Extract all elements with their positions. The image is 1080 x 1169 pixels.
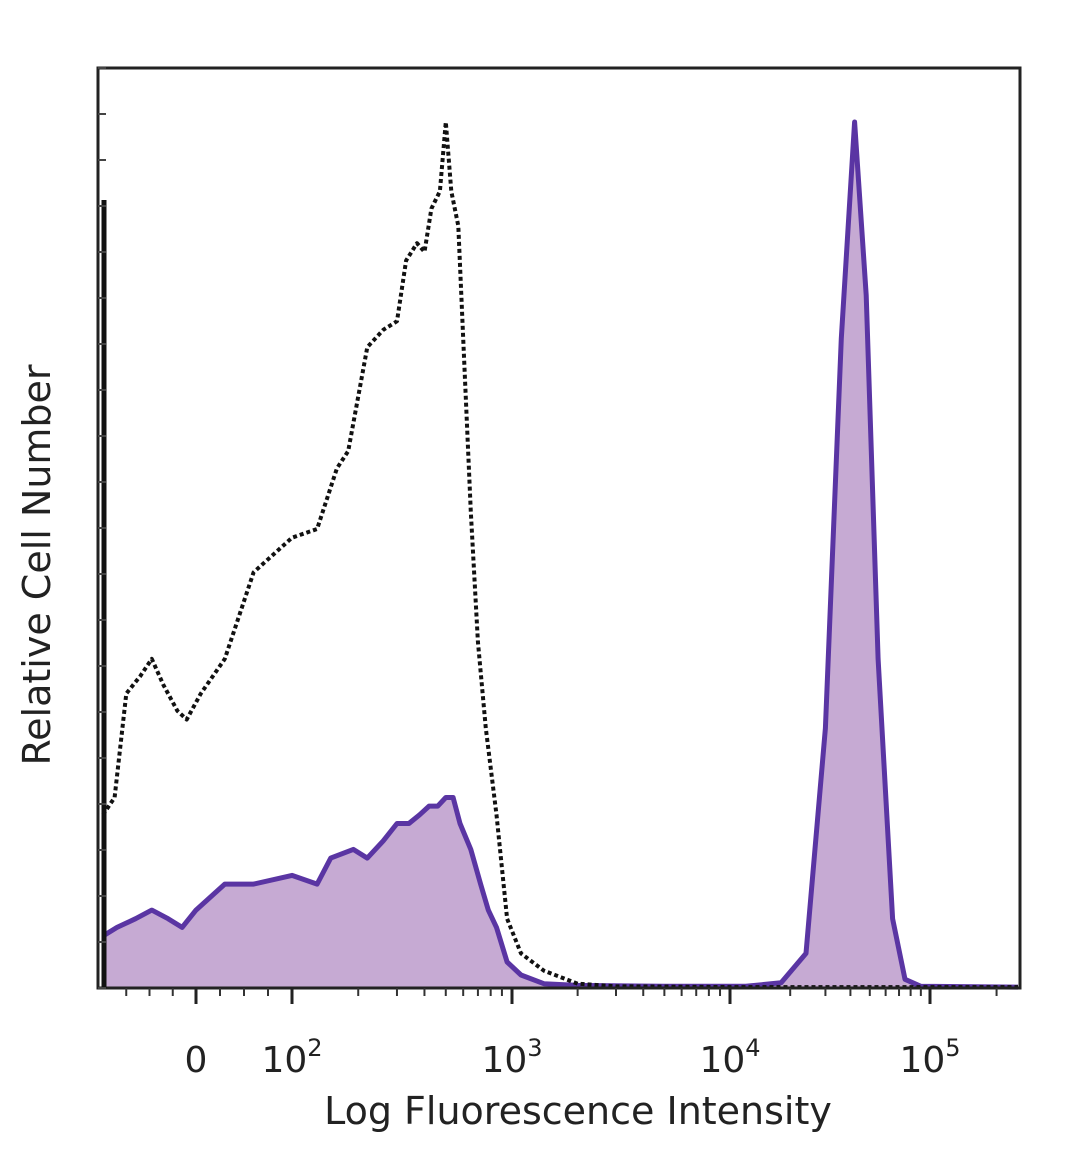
x-axis-label: Log Fluorescence Intensity (324, 1089, 832, 1133)
series-dotted-outline (101, 120, 1018, 990)
series-layer (101, 119, 1019, 990)
series-filled-area (103, 122, 1018, 988)
plot-frame (96, 66, 1022, 990)
x-tick-label: 104 (699, 1034, 760, 1081)
y-axis-label: Relative Cell Number (15, 364, 59, 765)
x-tick-label: 105 (899, 1034, 960, 1081)
x-tick-label: 103 (481, 1034, 542, 1081)
x-tick-label: 0 (185, 1040, 208, 1081)
x-tick-label: 102 (261, 1034, 322, 1081)
x-ticks: 0 102 103 104 105 (125, 988, 998, 1081)
series-filled-outline (101, 119, 1019, 990)
